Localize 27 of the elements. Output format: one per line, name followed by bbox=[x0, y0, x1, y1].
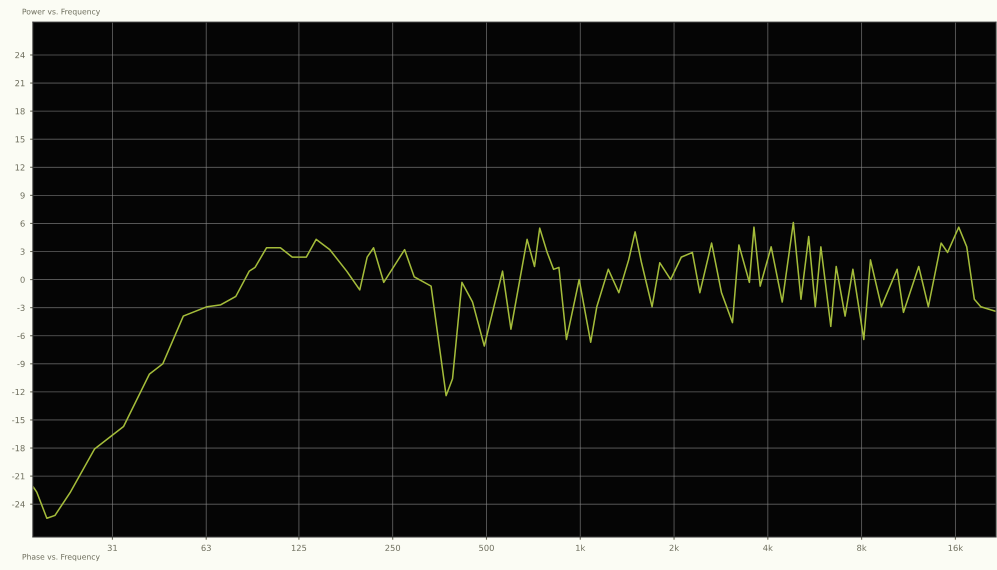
y-tick-label: 24 bbox=[15, 52, 25, 58]
x-tick-label: 250 bbox=[385, 544, 400, 552]
x-tick-label: 31 bbox=[108, 544, 117, 552]
y-tick-label: 3 bbox=[20, 248, 25, 255]
x-tick-label: 8k bbox=[857, 544, 867, 552]
x-tick-label: 500 bbox=[479, 544, 494, 552]
y-tick-label: -15 bbox=[12, 417, 25, 424]
y-tick-label: 12 bbox=[16, 164, 24, 170]
x-tick-label: 125 bbox=[292, 544, 306, 552]
x-tick-label: 63 bbox=[201, 544, 211, 552]
y-tick-label: -3 bbox=[17, 304, 25, 311]
y-tick-label: -24 bbox=[12, 501, 25, 508]
y-tick-label: 9 bbox=[20, 192, 25, 199]
x-tick-label: 1k bbox=[576, 544, 586, 551]
x-tick-label: 16k bbox=[948, 544, 964, 552]
y-tick-label: -12 bbox=[12, 388, 24, 396]
y-tick-label: -6 bbox=[17, 332, 25, 340]
y-tick-label: -18 bbox=[12, 445, 25, 452]
x-tick-label: 2k bbox=[670, 544, 680, 551]
y-tick-label: -9 bbox=[17, 360, 25, 368]
y-tick-label: 15 bbox=[16, 136, 25, 142]
y-tick-label: 21 bbox=[15, 80, 24, 86]
y-tick-label: -21 bbox=[12, 473, 24, 480]
y-tick-label: 6 bbox=[20, 220, 25, 227]
y-tick-label: 18 bbox=[16, 108, 25, 114]
y-tick-label: 0 bbox=[20, 276, 25, 283]
x-tick-label: 4k bbox=[763, 544, 773, 551]
